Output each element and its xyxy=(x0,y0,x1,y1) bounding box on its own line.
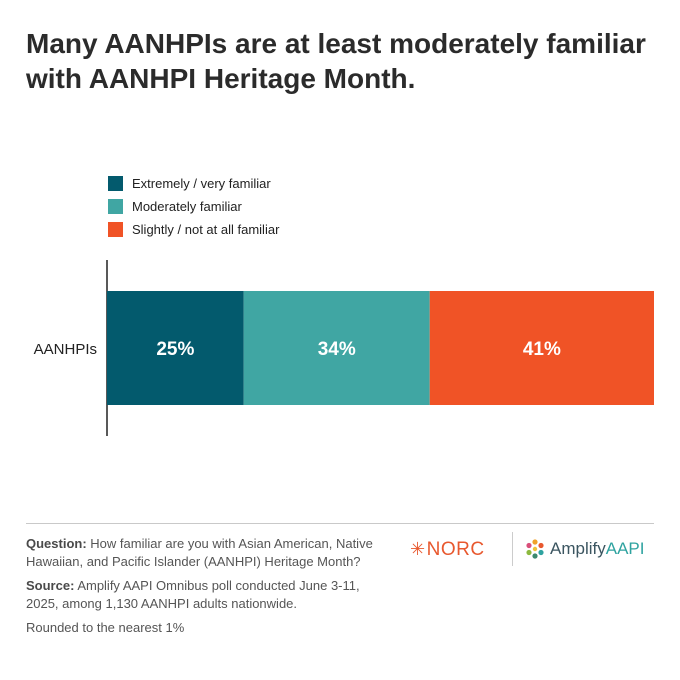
amplify-aapi-logo: AmplifyAAPI xyxy=(550,539,644,559)
data-label-extremely: 25% xyxy=(156,339,194,360)
legend-swatch-slightly xyxy=(108,222,123,237)
aapi-wordmark: AAPI xyxy=(605,539,645,558)
asterisk-spark-icon: ✳ xyxy=(410,539,426,559)
logo-divider xyxy=(512,532,513,566)
stacked-bar-chart: AANHPIs 25% 34% 41% xyxy=(34,260,654,436)
legend-swatch-moderately xyxy=(108,199,123,214)
bar-segments: 25% 34% 41% xyxy=(107,291,654,405)
data-label-slightly: 41% xyxy=(523,339,561,360)
data-label-moderately: 34% xyxy=(318,339,356,360)
question-note: Question: How familiar are you with Asia… xyxy=(26,535,386,571)
legend: Extremely / very familiar Moderately fam… xyxy=(108,172,279,241)
norc-logo: ✳NORC xyxy=(410,539,485,561)
bar-segment-slightly xyxy=(429,291,654,405)
source-label: Source: xyxy=(26,578,75,593)
chart-title: Many AANHPIs are at least moderately fam… xyxy=(26,28,646,94)
logos: ✳NORC AmplifyAAPI xyxy=(404,530,656,570)
footnotes: Question: How familiar are you with Asia… xyxy=(26,535,386,643)
rounding-note: Rounded to the nearest 1% xyxy=(26,620,185,635)
category-label: AANHPIs xyxy=(34,341,97,358)
norc-wordmark: NORC xyxy=(426,539,485,560)
source-text: Amplify AAPI Omnibus poll conducted June… xyxy=(26,578,360,611)
source-note: Source: Amplify AAPI Omnibus poll conduc… xyxy=(26,577,386,613)
legend-label-moderately: Moderately familiar xyxy=(132,199,242,214)
legend-swatch-extremely xyxy=(108,176,123,191)
legend-label-slightly: Slightly / not at all familiar xyxy=(132,222,280,237)
bar-segment-moderately xyxy=(243,291,430,405)
question-text: How familiar are you with Asian American… xyxy=(26,536,373,569)
amplify-wordmark: Amplify xyxy=(550,539,606,558)
legend-item-moderately: Moderately familiar xyxy=(108,195,279,218)
footer-divider xyxy=(26,523,654,524)
legend-item-slightly: Slightly / not at all familiar xyxy=(108,218,279,241)
bar-segment-extremely xyxy=(107,291,244,405)
question-label: Question: xyxy=(26,536,87,551)
flower-dots-icon xyxy=(526,539,544,559)
legend-item-extremely: Extremely / very familiar xyxy=(108,172,279,195)
legend-label-extremely: Extremely / very familiar xyxy=(132,176,271,191)
